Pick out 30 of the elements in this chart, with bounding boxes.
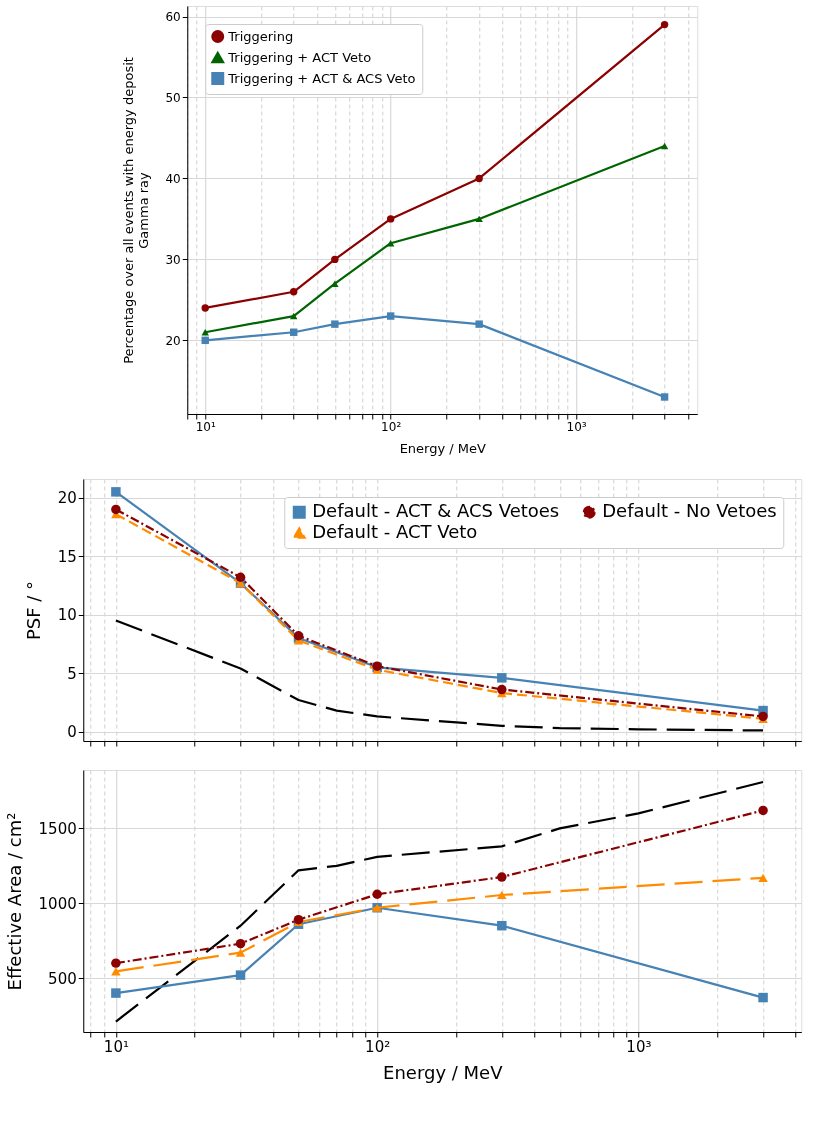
legend-label: Triggering <box>227 28 294 44</box>
x-tick-label: 10² <box>381 419 402 434</box>
legend-label: Default - ACT Veto <box>312 521 478 542</box>
x-tick-label: 10¹ <box>195 419 216 434</box>
y-axis-title: PSF / ° <box>22 580 44 641</box>
y-tick-label: 1500 <box>38 819 77 838</box>
y-tick-label: 40 <box>165 171 181 186</box>
x-axis-title: Energy / MeV <box>383 1061 504 1083</box>
x-tick-label: 10³ <box>566 419 587 434</box>
x-tick-label: 10² <box>365 1037 391 1056</box>
y-tick-label: 5 <box>67 664 77 683</box>
legend-label: Triggering + ACT & ACS Veto <box>227 70 416 86</box>
y-tick-label: 50 <box>165 90 181 105</box>
legend-label: Default - No Vetoes <box>602 500 777 522</box>
x-tick-label: 10³ <box>626 1037 652 1056</box>
x-tick-label: 10¹ <box>103 1037 129 1056</box>
x-axis-title: Energy / MeV <box>399 440 486 456</box>
y-axis-title: Percentage over all events with energy deposit Gamma ray <box>121 57 152 364</box>
y-tick-label: 30 <box>165 252 181 267</box>
y-tick-label: 500 <box>48 969 77 988</box>
y-tick-label: 20 <box>57 489 77 508</box>
y-tick-label: 20 <box>165 333 181 348</box>
legend-label: Default - ACT & ACS Vetoes <box>312 500 560 522</box>
y-tick-label: 15 <box>57 547 77 566</box>
legend-label: Triggering + ACT Veto <box>227 49 372 65</box>
y-tick-label: 0 <box>67 723 77 742</box>
y-axis-title: Effective Area / cm² <box>3 812 25 991</box>
y-tick-label: 10 <box>57 606 77 625</box>
y-tick-label: 60 <box>165 10 181 25</box>
y-tick-label: 1000 <box>38 894 77 913</box>
